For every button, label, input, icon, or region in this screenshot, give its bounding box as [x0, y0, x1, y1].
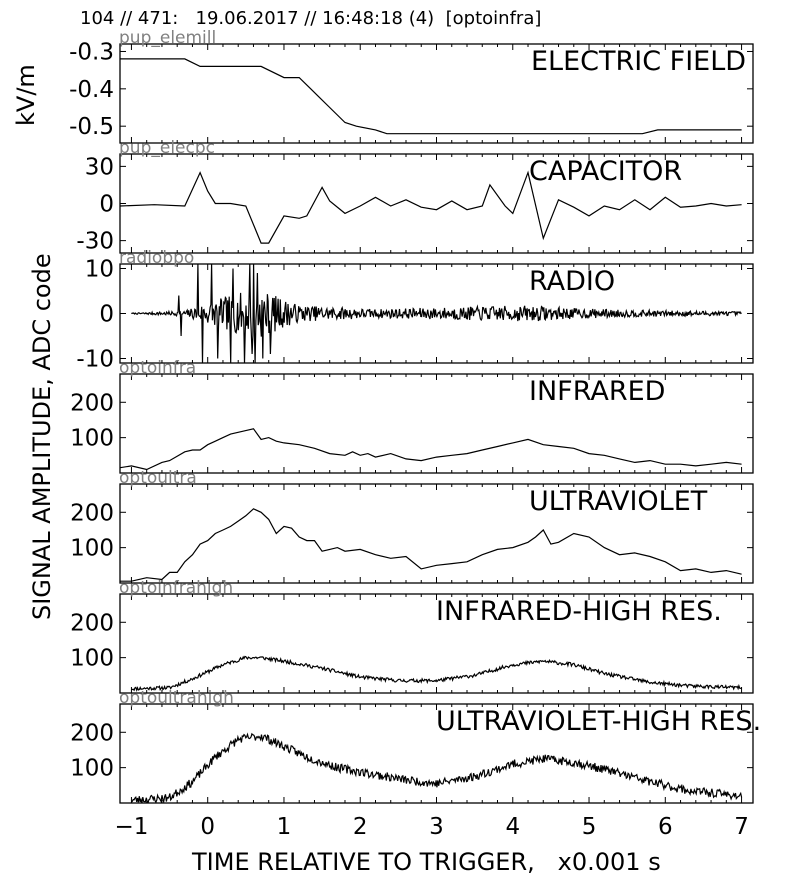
- y-tick-label: 100: [70, 646, 114, 672]
- y-tick-label: 0: [99, 192, 114, 218]
- panel-title: INFRARED: [529, 376, 665, 407]
- y-tick-label: -0.3: [69, 39, 114, 65]
- x-tick-label: 1: [277, 814, 292, 840]
- x-tick-label: 6: [658, 814, 673, 840]
- series-line-optoultrahigh: [130, 732, 743, 803]
- y-tick-label: 200: [70, 390, 114, 416]
- y-tick-label: -0.4: [69, 77, 114, 103]
- y-tick-label: 200: [70, 610, 114, 636]
- x-tick-label: −1: [114, 814, 148, 840]
- x-tick-label: 2: [353, 814, 368, 840]
- channel-label: optoultrahigh: [119, 688, 234, 708]
- channel-label: optoinfra: [119, 358, 196, 378]
- panel-frame: [119, 43, 754, 144]
- series-line-pup_elemill: [120, 58, 742, 135]
- x-tick-label: 5: [582, 814, 597, 840]
- panel-title: RADIO: [529, 266, 615, 297]
- series-line-optoultra: [120, 508, 742, 582]
- x-tick-label: 7: [734, 814, 749, 840]
- y-tick-label: -30: [76, 229, 114, 255]
- series-line-radiobpo: [131, 264, 742, 363]
- panel-frame: [119, 263, 754, 364]
- channel-label: optoinfrahigh: [119, 578, 233, 598]
- panel-frame: [119, 593, 754, 694]
- panel-frame: [119, 153, 754, 254]
- y-tick-label: 0: [99, 302, 114, 328]
- panel-title: ELECTRIC FIELD: [531, 46, 746, 77]
- figure-header: 104 // 471: 19.06.2017 // 16:48:18 (4) […: [80, 8, 542, 29]
- x-tick-label: 4: [505, 814, 520, 840]
- y-tick-label: 200: [70, 720, 114, 746]
- y-tick-label: 10: [85, 257, 114, 283]
- series-line-pup_elecpc: [120, 170, 742, 244]
- panel-title: INFRARED-HIGH RES.: [436, 596, 722, 627]
- x-axis-label: TIME RELATIVE TO TRIGGER, x0.001 s: [192, 848, 661, 876]
- channel-label: pup_elecpc: [119, 138, 215, 158]
- panel-title: ULTRAVIOLET-HIGH RES.: [436, 706, 761, 737]
- series-line-optoinfrahigh: [131, 655, 742, 692]
- y-tick-label: -10: [76, 347, 114, 373]
- x-tick-label: 0: [200, 814, 215, 840]
- y-tick-label: 100: [70, 756, 114, 782]
- y-tick-label: 200: [70, 500, 114, 526]
- panel-frame: [119, 703, 754, 804]
- panel-frame: [119, 373, 754, 474]
- x-tick-label: 3: [429, 814, 444, 840]
- panel-frame: [119, 483, 754, 584]
- y-tick-label: -0.5: [69, 114, 114, 140]
- channel-label: pup_elemill: [119, 28, 216, 48]
- y-tick-label: 100: [70, 536, 114, 562]
- panel-title: ULTRAVIOLET: [529, 486, 708, 517]
- y-tick-label: 30: [85, 154, 114, 180]
- y-tick-label: 100: [70, 426, 114, 452]
- channel-label: radiobpo: [119, 248, 194, 268]
- panel-title: CAPACITOR: [529, 156, 682, 187]
- channel-label: optoultra: [119, 468, 197, 488]
- series-line-optoinfra: [120, 428, 742, 471]
